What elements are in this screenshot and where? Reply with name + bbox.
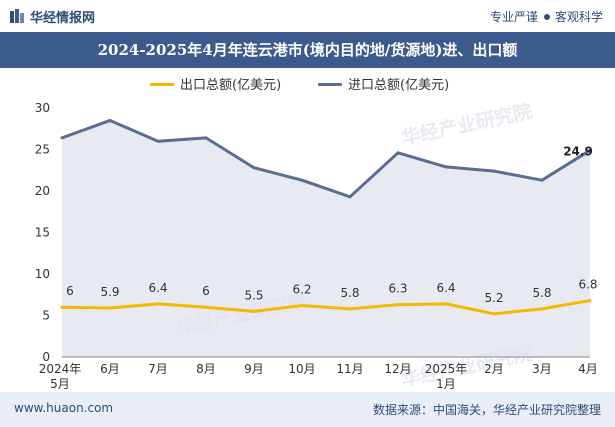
export-point (396, 303, 400, 307)
export-point (204, 305, 208, 309)
import-series-line (61, 118, 591, 199)
export-point (156, 302, 160, 306)
export-point (300, 304, 304, 308)
footer-website[interactable]: www.huaon.com (14, 401, 114, 415)
y-tick-label: 0 (42, 350, 50, 364)
legend-item-import: 进口总额(亿美元) (318, 74, 449, 93)
import-point (108, 118, 112, 122)
y-tick-label: 20 (35, 184, 50, 198)
x-tick-label: 4月 (578, 362, 598, 376)
import-point (492, 169, 496, 173)
export-point (348, 307, 352, 311)
x-tick-label: 11月 (336, 362, 363, 376)
import-point (444, 165, 448, 169)
legend-label-export: 出口总额(亿美元) (180, 78, 282, 93)
import-point (396, 151, 400, 155)
brand-name: 华经情报网 (30, 11, 96, 26)
y-tick-label: 15 (35, 226, 50, 240)
legend-swatch-export (150, 82, 174, 86)
import-point (300, 178, 304, 182)
export-data-label: 6 (202, 284, 210, 298)
top-bar: 华经情报网 专业严谨 客观科学 (0, 0, 615, 32)
huajing-logo-icon (10, 9, 24, 23)
footer-source: 数据来源：中国海关，华经产业研究院整理 (372, 403, 601, 417)
legend-label-import: 进口总额(亿美元) (348, 78, 450, 93)
legend-swatch-import (318, 82, 342, 86)
x-tick-label: 8月 (196, 362, 216, 376)
y-tick-label: 30 (35, 101, 50, 115)
import-point (60, 136, 64, 140)
export-data-label: 6.2 (292, 283, 311, 297)
x-tick-label: 7月 (148, 362, 168, 376)
export-point (60, 305, 64, 309)
export-data-label: 6.4 (436, 281, 455, 295)
import-point (348, 195, 352, 199)
x-tick-label: 10月 (288, 362, 315, 376)
tagline-left: 专业严谨 (489, 10, 538, 24)
export-data-label: 6.8 (578, 278, 597, 292)
export-data-label: 5.8 (340, 286, 359, 300)
tagline: 专业严谨 客观科学 (490, 8, 603, 25)
export-point (108, 306, 112, 310)
import-data-label: 24.9 (563, 144, 593, 158)
y-tick-label: 5 (42, 309, 50, 323)
export-point (588, 299, 592, 303)
export-data-label: 5.8 (532, 286, 551, 300)
tagline-right: 客观科学 (554, 10, 603, 24)
title-bar (0, 32, 615, 68)
export-data-label: 5.2 (484, 291, 503, 305)
y-tick-label: 10 (35, 267, 50, 281)
legend-item-export: 出口总额(亿美元) (150, 74, 281, 93)
x-tick-label: 2025年 1月 (425, 362, 468, 391)
export-data-label: 5.9 (100, 285, 119, 299)
export-point (492, 312, 496, 316)
import-point (204, 136, 208, 140)
import-point (252, 166, 256, 170)
x-tick-label: 12月 (384, 362, 411, 376)
export-data-label: 6.4 (148, 281, 167, 295)
y-tick-label: 25 (35, 143, 50, 157)
x-tick-label: 6月 (100, 362, 120, 376)
chart-title: 2024-2025年4月年连云港市(境内目的地/货源地)进、出口额 (97, 41, 518, 59)
export-data-label: 6.3 (388, 282, 407, 296)
export-point (252, 309, 256, 313)
export-data-label: 5.5 (244, 288, 263, 302)
import-area-fill (62, 120, 590, 357)
export-point (540, 307, 544, 311)
x-tick-label: 2月 (484, 362, 504, 376)
x-tick-label: 9月 (244, 362, 264, 376)
line-chart: 0 5 10 15 20 25 30 6 5.9 6.4 6 5.5 6.2 5.8 6.3 6.4 5.2 5.… (35, 101, 598, 391)
footer-bar: www.huaon.com 数据来源：中国海关，华经产业研究院整理 (0, 392, 615, 427)
tagline-separator-dot (543, 13, 550, 20)
import-point (588, 148, 592, 152)
export-data-label: 6 (66, 284, 74, 298)
x-tick-label: 2024年 5月 (39, 362, 82, 391)
chart-legend: 出口总额(亿美元) 进口总额(亿美元) (0, 72, 615, 94)
import-point (540, 178, 544, 182)
import-point (156, 139, 160, 143)
export-point (444, 302, 448, 306)
export-series-line (61, 299, 591, 316)
x-tick-label: 3月 (532, 362, 552, 376)
